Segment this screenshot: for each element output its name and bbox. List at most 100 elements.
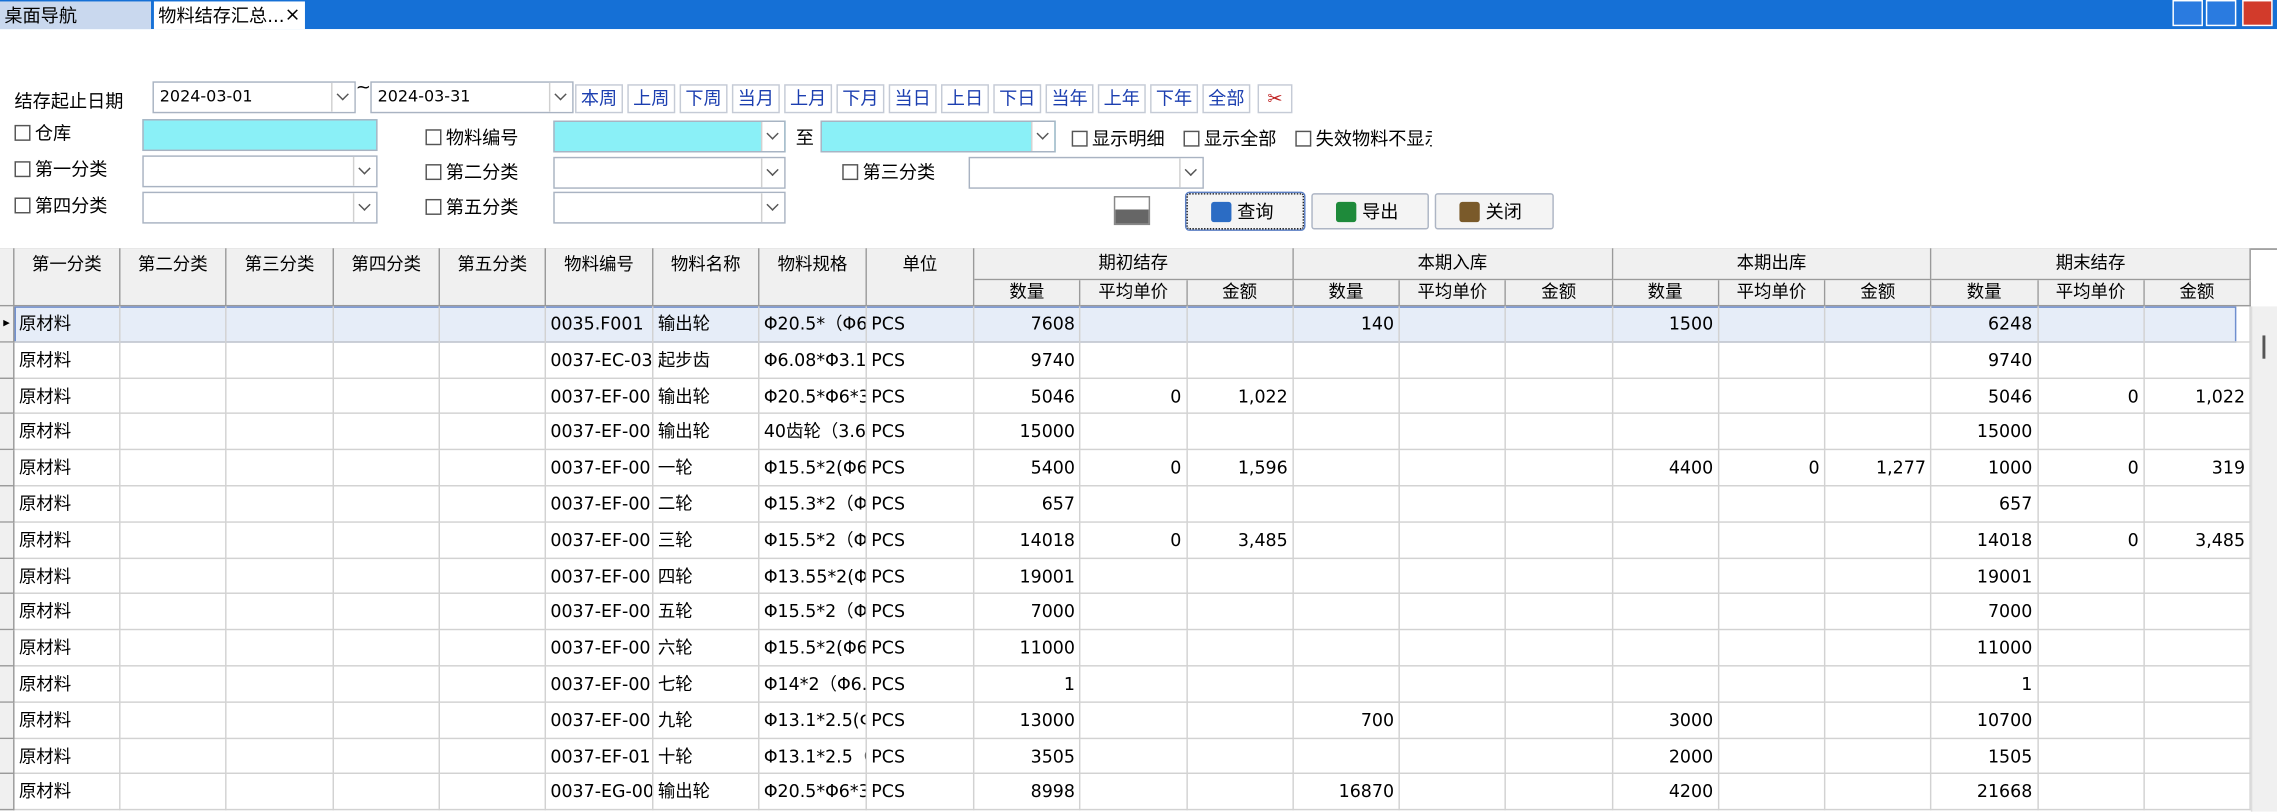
sub-header: 数量: [1931, 280, 2039, 307]
window-button[interactable]: [2172, 0, 2203, 27]
table-cell: 输出轮: [653, 306, 760, 343]
dropdown-arrow[interactable]: [1031, 121, 1055, 152]
combo-box[interactable]: [553, 120, 786, 153]
checkbox[interactable]: [425, 198, 442, 215]
table-cell: 三轮: [653, 522, 760, 559]
checkbox[interactable]: [1183, 130, 1200, 147]
dropdown-arrow[interactable]: [760, 121, 785, 152]
table-cell: 21668: [1931, 774, 2039, 811]
table-cell: [333, 594, 441, 631]
period-button[interactable]: 下周: [679, 84, 728, 114]
table-cell: [1719, 738, 1826, 775]
combo-box[interactable]: [968, 156, 1204, 189]
tab-close[interactable]: ×: [284, 4, 301, 27]
sub-header: 数量: [1612, 280, 1720, 307]
table-cell: [1187, 306, 1294, 343]
window-button[interactable]: [2242, 0, 2273, 27]
checkbox[interactable]: [1071, 130, 1088, 147]
button-icon[interactable]: [1459, 201, 1480, 223]
combo-box[interactable]: [142, 191, 378, 224]
date-input[interactable]: 2024-03-01: [152, 81, 356, 114]
filter-label: 第一分类: [34, 158, 108, 181]
checkbox[interactable]: [1295, 130, 1312, 147]
layout-icon[interactable]: [1113, 196, 1151, 226]
table-cell: 7000: [974, 594, 1081, 631]
table-cell: [333, 666, 441, 703]
action-button[interactable]: 关闭: [1434, 193, 1554, 230]
table-cell: [1506, 306, 1613, 343]
table-cell: [2038, 558, 2145, 595]
checkbox[interactable]: [425, 164, 442, 181]
scrollbar[interactable]: [2250, 306, 2277, 812]
selected-row[interactable]: [14, 306, 2237, 343]
table-cell: PCS: [866, 486, 975, 523]
combo-box[interactable]: [142, 155, 378, 188]
combo-box[interactable]: [553, 156, 786, 189]
button-icon[interactable]: [1335, 201, 1357, 223]
dropdown-arrow[interactable]: [352, 193, 377, 223]
period-button[interactable]: 上日: [941, 84, 989, 114]
table-cell: [1506, 666, 1613, 703]
period-button[interactable]: 当年: [1045, 84, 1094, 114]
table-cell: [1187, 486, 1294, 523]
filter-label: 仓库: [34, 121, 72, 144]
period-button[interactable]: 下年: [1150, 84, 1199, 114]
table-cell: [1080, 594, 1188, 631]
table-cell: 9740: [974, 342, 1081, 379]
window-button[interactable]: [2205, 0, 2237, 27]
checkbox[interactable]: [842, 164, 859, 181]
period-button[interactable]: 本周: [575, 84, 623, 114]
table-cell: [1612, 594, 1720, 631]
checkbox[interactable]: [14, 124, 31, 141]
period-button[interactable]: 上周: [627, 84, 676, 114]
period-button[interactable]: 上月: [784, 84, 833, 114]
period-button[interactable]: 下日: [993, 84, 1042, 114]
table-cell: 19001: [974, 558, 1081, 595]
clear-button[interactable]: ✂: [1257, 84, 1293, 114]
checkbox[interactable]: [14, 161, 31, 178]
action-button[interactable]: 查询: [1184, 191, 1306, 231]
table-cell: [226, 774, 334, 811]
table-cell: [333, 522, 441, 559]
table-cell: 0037-EF-00: [546, 630, 654, 667]
combo-box[interactable]: [142, 119, 378, 152]
dropdown-arrow[interactable]: [331, 82, 355, 112]
table-cell: 0037-EG-00: [546, 774, 654, 811]
table-cell: 0037-EF-00: [546, 666, 654, 703]
table-cell: [2144, 342, 2251, 379]
table-cell: [2144, 738, 2251, 775]
period-button[interactable]: 全部: [1202, 84, 1251, 114]
dropdown-arrow[interactable]: [548, 82, 573, 112]
tab[interactable]: 桌面导航: [0, 1, 152, 30]
table-cell: 0037-EF-01: [546, 738, 654, 775]
tab[interactable]: 物料结存汇总...: [153, 1, 305, 30]
table-cell: [333, 738, 441, 775]
table-cell: [1825, 702, 1932, 739]
period-button[interactable]: 当日: [888, 84, 937, 114]
combo-box[interactable]: [553, 191, 786, 224]
checkbox[interactable]: [425, 129, 442, 146]
checkbox[interactable]: [14, 197, 31, 214]
period-button[interactable]: 当月: [731, 84, 780, 114]
table-cell: [1399, 486, 1507, 523]
date-input[interactable]: 2024-03-31: [370, 81, 574, 114]
table-cell: [1506, 378, 1613, 415]
dropdown-arrow[interactable]: [760, 193, 785, 223]
period-button[interactable]: 下月: [836, 84, 885, 114]
dropdown-arrow[interactable]: [1179, 158, 1203, 188]
table-cell: [1719, 414, 1826, 451]
table-cell: 原材料: [14, 486, 121, 523]
table-cell: 0037-EF-00: [546, 486, 654, 523]
period-button[interactable]: 上年: [1097, 84, 1146, 114]
scroll-thumb[interactable]: [2262, 335, 2266, 359]
table-cell: [1080, 558, 1188, 595]
table-cell: PCS: [866, 630, 975, 667]
table-cell: [226, 594, 334, 631]
dropdown-arrow[interactable]: [352, 156, 377, 186]
table-cell: [333, 306, 441, 343]
combo-box[interactable]: [820, 120, 1056, 153]
action-button[interactable]: 导出: [1311, 193, 1429, 230]
dropdown-arrow[interactable]: [760, 158, 785, 188]
table-cell: 0: [1080, 522, 1188, 559]
button-icon[interactable]: [1211, 201, 1232, 223]
